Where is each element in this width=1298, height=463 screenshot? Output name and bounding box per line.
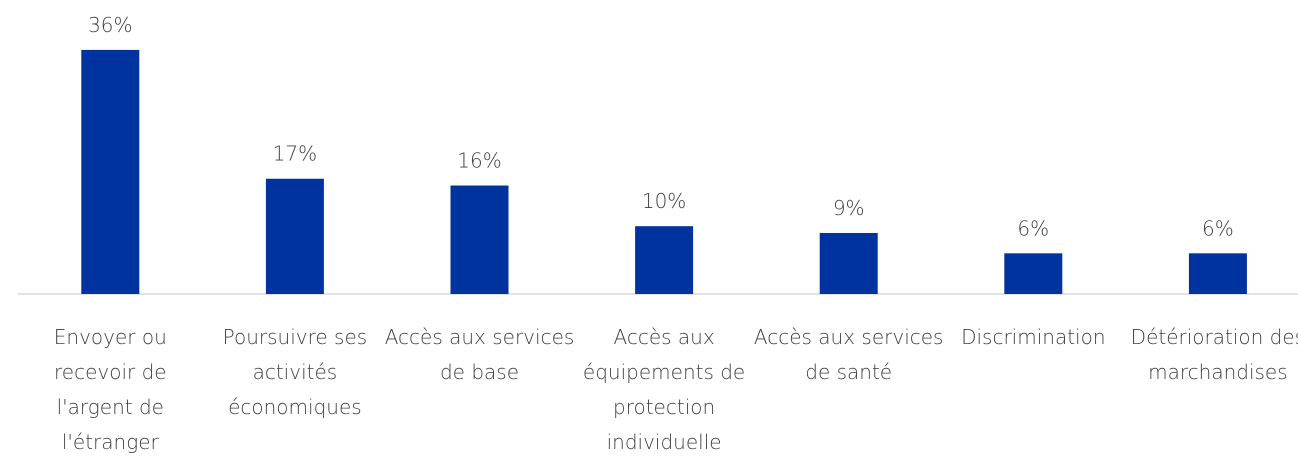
- x-tick-label: Envoyer ou recevoir de l'argent de l'étr…: [53, 325, 167, 454]
- value-label: 17%: [273, 142, 317, 166]
- bar: [450, 185, 509, 294]
- x-tick-label: Accès aux services de santé: [753, 325, 944, 384]
- x-tick-label: Détérioration des marchandises: [1130, 325, 1298, 384]
- bar: [81, 49, 140, 294]
- value-label: 6%: [1017, 216, 1049, 240]
- value-label: 9%: [833, 196, 865, 220]
- value-label: 6%: [1202, 216, 1234, 240]
- bar: [1004, 253, 1063, 294]
- bar: [635, 226, 694, 294]
- value-label: 16%: [457, 149, 501, 173]
- x-tick-label: Poursuivre ses activités économiques: [222, 325, 368, 419]
- value-label: 36%: [88, 13, 132, 37]
- x-tick-label: Discrimination: [961, 325, 1106, 349]
- bar: [819, 232, 878, 294]
- x-tick-label: Accès aux services de base: [384, 325, 575, 384]
- x-tick-label: Accès aux équipements de protection indi…: [582, 325, 746, 454]
- bar: [1188, 253, 1247, 294]
- bar: [265, 178, 324, 294]
- value-label: 10%: [642, 189, 686, 213]
